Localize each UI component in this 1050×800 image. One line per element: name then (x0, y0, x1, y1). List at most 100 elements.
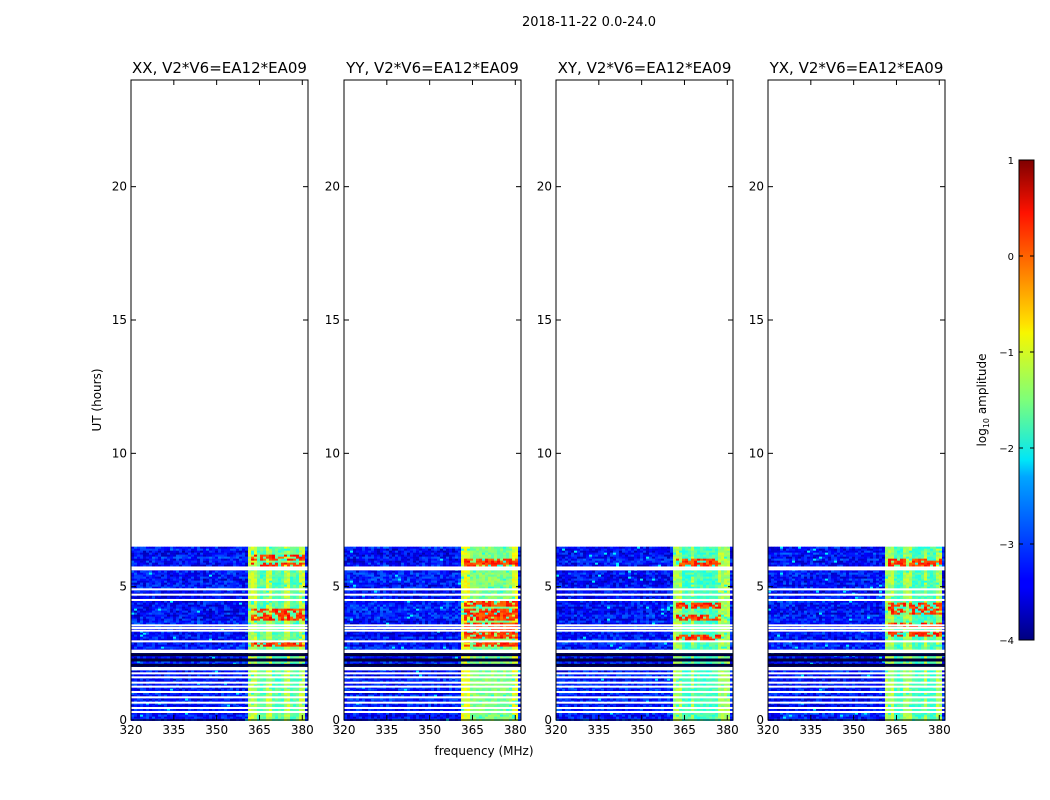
panel-title: YY, V2*V6=EA12*EA09 (345, 59, 519, 77)
flagged-row (556, 691, 733, 693)
flagged-row (556, 593, 733, 596)
flagged-row (556, 629, 733, 632)
y-tick-label: 20 (749, 180, 764, 194)
y-tick-label: 10 (325, 446, 340, 460)
flagged-row (768, 593, 945, 596)
flagged-row (768, 667, 945, 669)
flagged-row (768, 676, 945, 679)
flagged-row (768, 624, 945, 627)
panel-xy: XY, V2*V6=EA12*EA09 0 5 10 15 20 320 335 350 365 3… (537, 59, 739, 737)
flagged-row (344, 701, 521, 704)
flagged-row (131, 668, 308, 671)
x-tick-label: 320 (120, 723, 143, 737)
y-tick-label: 10 (112, 446, 127, 460)
dark-row (556, 653, 733, 657)
flagged-row (556, 568, 733, 571)
flagged-row (556, 685, 733, 688)
flagged-row (768, 711, 945, 713)
dark-row (344, 653, 521, 657)
flagged-row (344, 593, 521, 596)
y-tick-label: 15 (749, 313, 764, 327)
x-tick-label: 380 (928, 723, 951, 737)
flagged-row (131, 676, 308, 679)
x-tick-label: 380 (504, 723, 527, 737)
flagged-row (344, 691, 521, 693)
y-tick-label: 15 (325, 313, 340, 327)
colorbar-tick-label: −1 (999, 348, 1014, 359)
x-tick-label: 365 (673, 723, 696, 737)
panel-yx: YX, V2*V6=EA12*EA09 0 5 10 15 20 320 335 350 365 3… (749, 59, 951, 737)
flagged-row (344, 627, 521, 629)
flagged-row (556, 566, 733, 569)
x-tick-label: 335 (162, 723, 185, 737)
x-tick-label: 380 (291, 723, 314, 737)
flagged-row (768, 599, 945, 601)
flagged-row (344, 667, 521, 669)
panel-title: YX, V2*V6=EA12*EA09 (769, 59, 944, 77)
flagged-row (131, 627, 308, 629)
colorbar-tick-label: −4 (999, 636, 1014, 647)
flagged-row (131, 681, 308, 684)
dark-row (344, 658, 521, 662)
flagged-row (768, 629, 945, 632)
heatmap-yx (768, 546, 946, 721)
axes-frame (767, 79, 946, 721)
flagged-row (768, 701, 945, 704)
dark-row (131, 658, 308, 662)
flagged-row (556, 599, 733, 601)
flagged-row (768, 568, 945, 571)
y-tick-label: 15 (112, 313, 127, 327)
flagged-row (131, 629, 308, 632)
y-tick-label: 5 (544, 580, 552, 594)
flagged-row (344, 624, 521, 627)
flagged-row (556, 624, 733, 627)
x-tick-label: 320 (757, 723, 780, 737)
flagged-row (556, 651, 733, 653)
figure-title: 2018-11-22 0.0-24.0 (522, 15, 656, 30)
flagged-row (556, 627, 733, 629)
heatmap-xx (131, 546, 309, 721)
x-tick-label: 320 (545, 723, 568, 737)
dark-row (768, 658, 945, 662)
flagged-row (556, 667, 733, 669)
flagged-row (344, 599, 521, 601)
flagged-row (131, 649, 308, 652)
y-tick-label: 20 (537, 180, 552, 194)
y-tick-label: 15 (537, 313, 552, 327)
flagged-row (768, 668, 945, 671)
y-tick-label: 5 (756, 580, 764, 594)
flagged-row (131, 599, 308, 601)
colorbar: 10−1−2−3−4 log10 amplitude (975, 156, 1035, 647)
flagged-row (556, 707, 733, 709)
colorbar-label-subscript: 10 (982, 418, 991, 428)
flagged-row (556, 681, 733, 684)
flagged-row (131, 568, 308, 571)
flagged-row (131, 691, 308, 693)
flagged-row (131, 651, 308, 653)
flagged-row (768, 681, 945, 684)
flagged-row (768, 691, 945, 693)
dark-row (556, 663, 733, 667)
flagged-row (768, 627, 945, 629)
y-tick-label: 10 (537, 446, 552, 460)
flagged-row (131, 667, 308, 669)
flagged-row (131, 685, 308, 688)
flagged-row (768, 640, 945, 643)
x-tick-label: 335 (375, 723, 398, 737)
y-tick-label: 0 (544, 713, 552, 727)
panel-yy: YY, V2*V6=EA12*EA09 0 5 10 15 20 320 335 350 365 3… (325, 59, 527, 737)
x-tick-label: 365 (248, 723, 271, 737)
y-tick-label: 20 (325, 180, 340, 194)
y-tick-label: 0 (119, 713, 127, 727)
x-tick-label: 335 (587, 723, 610, 737)
colorbar-label-amplitude: amplitude (975, 354, 989, 418)
colorbar-label-log: log (975, 428, 989, 446)
x-tick-label: 365 (461, 723, 484, 737)
flagged-row (131, 593, 308, 596)
flagged-row (344, 568, 521, 571)
flagged-row (344, 668, 521, 671)
colorbar-tick-label: 0 (1008, 252, 1014, 263)
flagged-row (344, 711, 521, 713)
flagged-row (556, 711, 733, 713)
colorbar-tick-label: −3 (999, 540, 1014, 551)
